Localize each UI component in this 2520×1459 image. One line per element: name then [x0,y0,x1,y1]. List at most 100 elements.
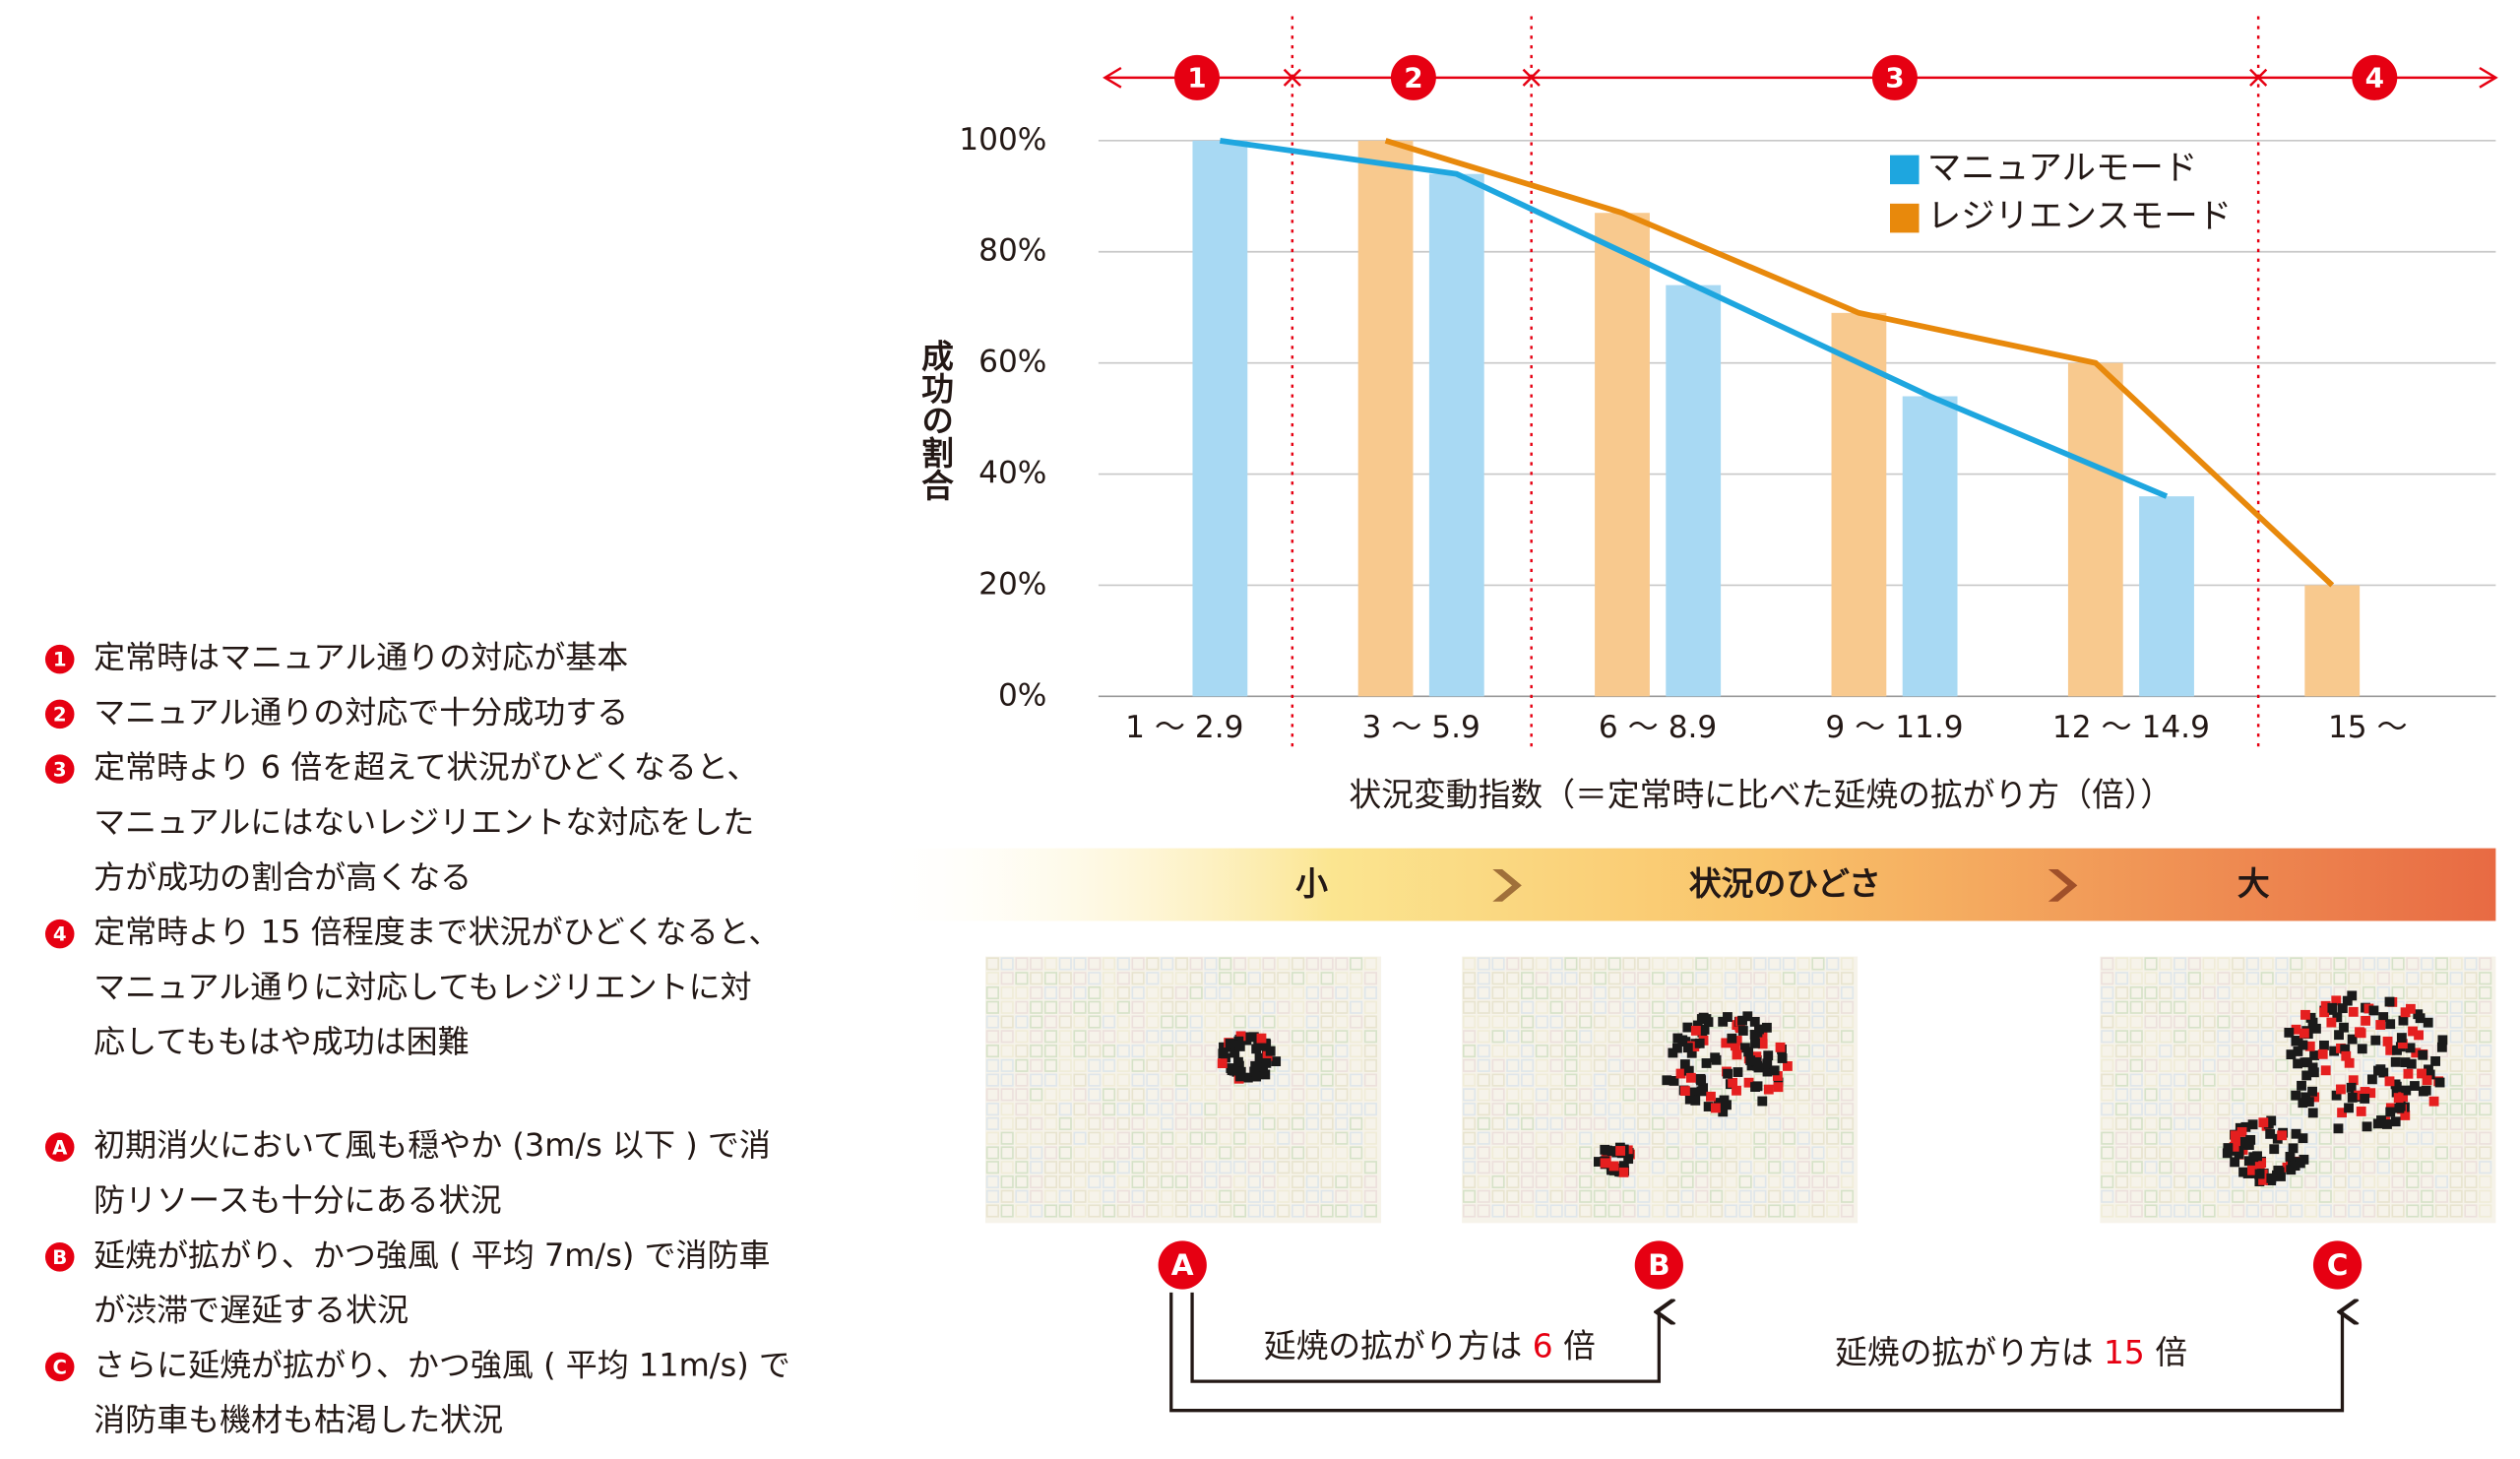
map-block [1651,957,1666,971]
map-block [1840,1204,1855,1218]
map-block [1724,1189,1737,1203]
map-block [1622,1204,1636,1218]
map-block [1710,1204,1724,1218]
map-block [2129,1189,2143,1203]
burn-cell [1255,1062,1266,1073]
map-block [1579,1116,1593,1130]
map-block [1102,1000,1116,1014]
map-block [2275,1073,2289,1087]
map-block [2260,1058,2274,1072]
map-block [1320,1030,1334,1044]
map-block [1232,1189,1247,1203]
x-tick-label: 3 〜 5.9 [1362,710,1480,745]
map-block [1651,1116,1666,1130]
burn-cell [2385,1045,2396,1055]
map-block [1796,1045,1810,1058]
map-block [2232,1189,2245,1203]
map-block [1073,972,1087,985]
burn-cell [1727,1033,1737,1044]
region-label: 4 [2365,61,2384,94]
burn-cell [2410,1081,2420,1091]
map-block [2464,1045,2478,1058]
map-block [2376,1161,2390,1174]
map-block [1000,1116,1014,1130]
map-block [1000,1146,1014,1160]
map-block [1477,1058,1490,1072]
burn-cell [2265,1128,2276,1139]
map-block [2101,1058,2114,1072]
map-block [2376,1131,2390,1145]
map-block [1073,1131,1087,1145]
map-block [1462,1015,1477,1029]
burn-cell [2229,1141,2239,1152]
map-block [2187,1174,2201,1189]
burn-cell [1260,1069,1271,1080]
map-block [1073,1088,1087,1102]
map-block [1058,1000,1072,1014]
map-block [1350,1073,1363,1087]
map-block [985,1045,999,1058]
burn-cell [1686,1087,1697,1098]
map-block [2260,1045,2274,1058]
burn-cell [1249,1066,1260,1077]
map-block [2101,957,2114,971]
map-block [1811,1045,1825,1058]
map-block [1174,1058,1188,1072]
map-block [2449,1030,2463,1044]
burn-cell [2222,1148,2233,1159]
map-block [1305,1131,1319,1145]
map-block [1622,957,1636,971]
map-block [1320,1131,1334,1145]
map-block [1277,1146,1291,1160]
burn-cell [2320,1065,2331,1076]
map-block [1174,1015,1188,1029]
scenario-label: C [2327,1248,2349,1282]
map-block [1738,1189,1752,1203]
map-block [1219,1000,1232,1014]
map-block [1277,1045,1291,1058]
map-block [1000,972,1014,985]
map-block [1189,1146,1203,1160]
map-block [2391,957,2405,971]
burn-cell [1250,1060,1261,1071]
map-block [1826,1146,1840,1160]
map-block [2376,1174,2390,1189]
burn-cell [2346,1082,2357,1093]
burn-cell [2291,1128,2301,1139]
map-block [2333,972,2347,985]
map-block [1666,1000,1679,1014]
map-block [1840,1015,1855,1029]
map-block [1335,1103,1349,1116]
map-block [1637,972,1651,985]
map-block [1564,985,1578,1000]
burn-cell [2357,1044,2367,1054]
map-block [1607,985,1621,1000]
scenario-label: A [1171,1248,1194,1282]
map-block [1030,957,1043,971]
map-block [2114,1146,2129,1160]
map-block [1000,1045,1014,1058]
map-block [1262,985,1276,1000]
burn-cell [1217,1058,1228,1069]
map-block [2421,1204,2434,1218]
map-block [1521,1058,1535,1072]
map-block [1232,957,1247,971]
burn-cell [1751,1051,1762,1062]
burn-cell [2396,1033,2407,1043]
burn-cell [2344,1103,2354,1113]
map-block [1724,1146,1737,1160]
burn-cell [1745,1055,1756,1066]
map-block [1174,1073,1188,1087]
map-block [1277,1073,1291,1087]
burn-cell [2307,1108,2318,1118]
map-block [1622,1073,1636,1087]
map-block [1189,1030,1203,1044]
map-block [2245,1030,2259,1044]
map-block [2159,1189,2173,1203]
map-block [1043,1000,1058,1014]
burn-cell [2401,1085,2412,1096]
map-block [1477,1131,1490,1145]
map-block [1564,1174,1578,1189]
map-block [1462,1030,1477,1044]
burn-cell [2360,1094,2370,1104]
